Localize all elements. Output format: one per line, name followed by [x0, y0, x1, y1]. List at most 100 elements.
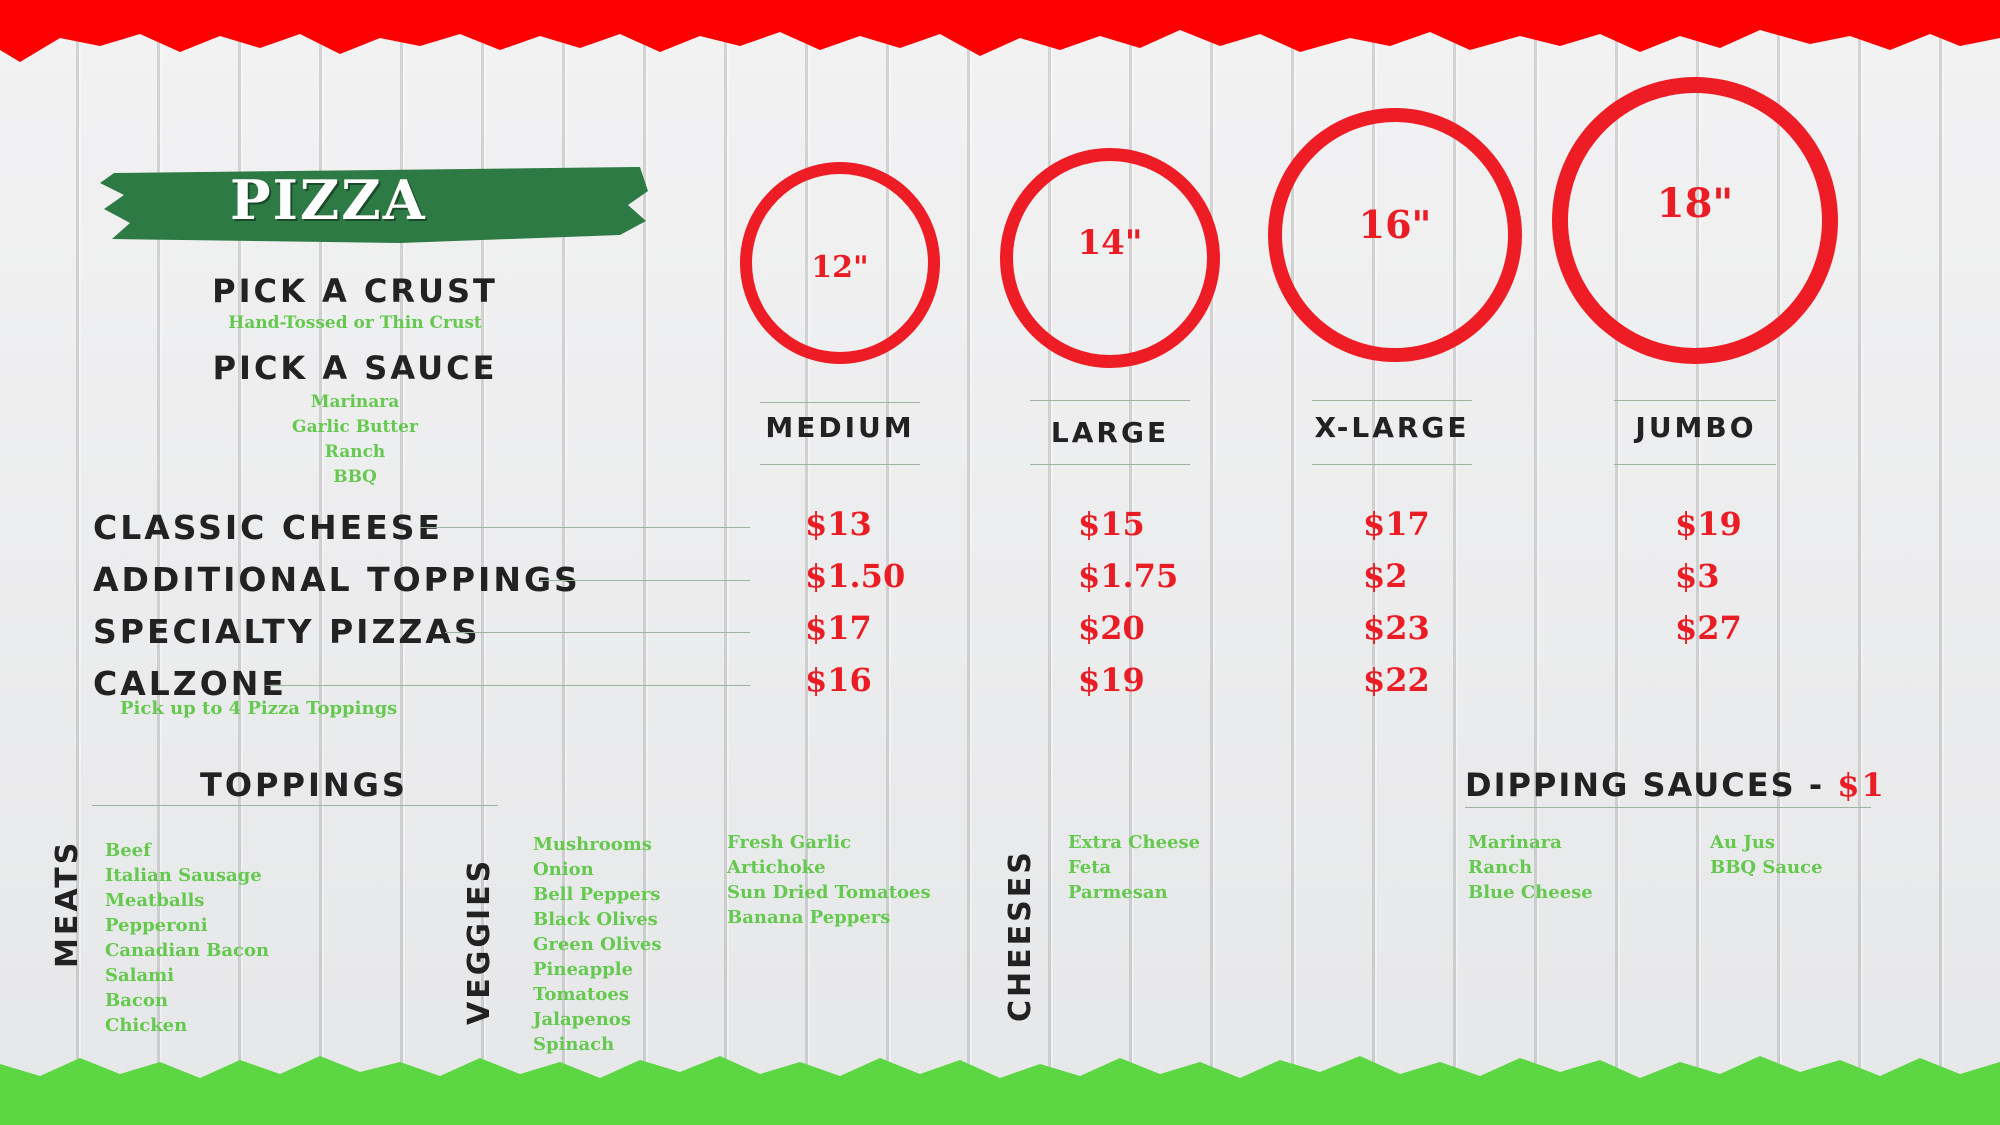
- size-rule: [1614, 464, 1776, 465]
- size-name: MEDIUM: [765, 411, 915, 444]
- menu-item-name: CALZONE: [93, 664, 287, 703]
- price: $15: [1078, 505, 1145, 543]
- list-item: Marinara: [1468, 832, 1562, 853]
- size-rule: [1030, 400, 1190, 401]
- list-item: Pepperoni: [105, 915, 208, 936]
- dipping-heading: DIPPING SAUCES - $1: [1465, 766, 1886, 804]
- size-rule: [1030, 464, 1190, 465]
- price: $20: [1078, 609, 1145, 647]
- size-inches: 12": [811, 249, 869, 285]
- price: $16: [805, 661, 872, 699]
- size-rule: [760, 464, 920, 465]
- leader-line: [445, 632, 750, 633]
- price: $23: [1363, 609, 1430, 647]
- list-item: Salami: [105, 965, 175, 986]
- price: $2: [1363, 557, 1408, 595]
- size-rule: [1312, 400, 1472, 401]
- size-name: X-LARGE: [1314, 411, 1470, 444]
- size-name: LARGE: [1050, 416, 1170, 449]
- list-item: Ranch: [1468, 857, 1533, 878]
- leader-line: [420, 527, 750, 528]
- veggies-list-2: Fresh Garlic Artichoke Sun Dried Tomatoe…: [727, 830, 931, 930]
- list-item: Bacon: [105, 990, 168, 1011]
- leader-line: [540, 580, 750, 581]
- list-item: Fresh Garlic: [727, 832, 852, 853]
- size-rule: [1614, 400, 1776, 401]
- sauce-option: BBQ: [333, 467, 377, 487]
- list-item: BBQ Sauce: [1710, 857, 1823, 878]
- list-item: Green Olives: [533, 934, 662, 955]
- list-item: Beef: [105, 840, 151, 861]
- veggies-label: VEGGIES: [462, 857, 497, 1025]
- cheeses-list: Extra Cheese Feta Parmesan: [1068, 830, 1200, 905]
- meats-list: Beef Italian Sausage Meatballs Pepperoni…: [105, 838, 269, 1038]
- size-ring-12: 12": [740, 162, 940, 364]
- size-inches: 18": [1656, 180, 1734, 227]
- price: $3: [1675, 557, 1720, 595]
- list-item: Jalapenos: [533, 1009, 631, 1030]
- list-item: Feta: [1068, 857, 1112, 878]
- dipping-heading-text: DIPPING SAUCES -: [1465, 766, 1838, 804]
- sauce-list: Marinara Garlic Butter Ranch BBQ: [230, 390, 480, 490]
- leader-line: [266, 685, 750, 686]
- page-title: PIZZA: [230, 168, 427, 232]
- crust-heading: PICK A CRUST: [212, 272, 498, 310]
- cheeses-label: CHEESES: [1003, 849, 1038, 1022]
- meats-label: MEATS: [50, 839, 85, 968]
- list-item: Onion: [533, 859, 594, 880]
- top-red-band: [0, 0, 2000, 62]
- list-item: Spinach: [533, 1034, 615, 1055]
- list-item: Bell Peppers: [533, 884, 661, 905]
- list-item: Mushrooms: [533, 834, 652, 855]
- list-item: Meatballs: [105, 890, 205, 911]
- list-item: Au Jus: [1710, 832, 1776, 853]
- dipping-rule: [1465, 807, 1871, 808]
- bottom-green-band: [0, 1056, 2000, 1125]
- list-item: Italian Sausage: [105, 865, 262, 886]
- size-ring-14: 14": [1000, 148, 1220, 368]
- price: $19: [1675, 505, 1742, 543]
- sauce-option: Marinara: [310, 392, 400, 412]
- dipping-list-1: Marinara Ranch Blue Cheese: [1468, 830, 1593, 905]
- menu-item-name: ADDITIONAL TOPPINGS: [93, 560, 581, 599]
- menu-item-name: SPECIALTY PIZZAS: [93, 612, 481, 651]
- sauce-option: Ranch: [324, 442, 386, 462]
- dipping-price: $1: [1837, 766, 1886, 804]
- calzone-note: Pick up to 4 Pizza Toppings: [120, 698, 398, 719]
- veggies-list-1: Mushrooms Onion Bell Peppers Black Olive…: [533, 832, 662, 1057]
- size-ring-16: 16": [1268, 108, 1522, 362]
- price: $1.50: [805, 557, 906, 595]
- toppings-rule: [92, 805, 498, 806]
- size-ring-18: 18": [1552, 77, 1838, 364]
- sauce-option: Garlic Butter: [292, 417, 418, 437]
- menu-item-name: CLASSIC CHEESE: [93, 508, 444, 547]
- dipping-list-2: Au Jus BBQ Sauce: [1710, 830, 1823, 880]
- list-item: Black Olives: [533, 909, 658, 930]
- title-banner: [100, 167, 648, 243]
- price: $22: [1363, 661, 1430, 699]
- price: $19: [1078, 661, 1145, 699]
- list-item: Pineapple: [533, 959, 634, 980]
- price: $27: [1675, 609, 1742, 647]
- price: $17: [805, 609, 872, 647]
- list-item: Blue Cheese: [1468, 882, 1593, 903]
- sauce-heading: PICK A SAUCE: [212, 349, 498, 387]
- size-rule: [760, 402, 920, 403]
- list-item: Canadian Bacon: [105, 940, 270, 961]
- list-item: Tomatoes: [533, 984, 629, 1005]
- list-item: Extra Cheese: [1068, 832, 1201, 853]
- price: $1.75: [1078, 557, 1179, 595]
- size-name: JUMBO: [1635, 411, 1757, 444]
- size-rule: [1312, 464, 1472, 465]
- crust-options: Hand-Tossed or Thin Crust: [228, 313, 482, 333]
- list-item: Parmesan: [1068, 882, 1168, 903]
- price: $13: [805, 505, 872, 543]
- list-item: Artichoke: [727, 857, 826, 878]
- size-inches: 14": [1077, 223, 1143, 263]
- size-inches: 16": [1358, 201, 1432, 247]
- list-item: Banana Peppers: [727, 907, 891, 928]
- price: $17: [1363, 505, 1430, 543]
- toppings-heading: TOPPINGS: [200, 766, 408, 804]
- list-item: Sun Dried Tomatoes: [727, 882, 931, 903]
- list-item: Chicken: [105, 1015, 188, 1036]
